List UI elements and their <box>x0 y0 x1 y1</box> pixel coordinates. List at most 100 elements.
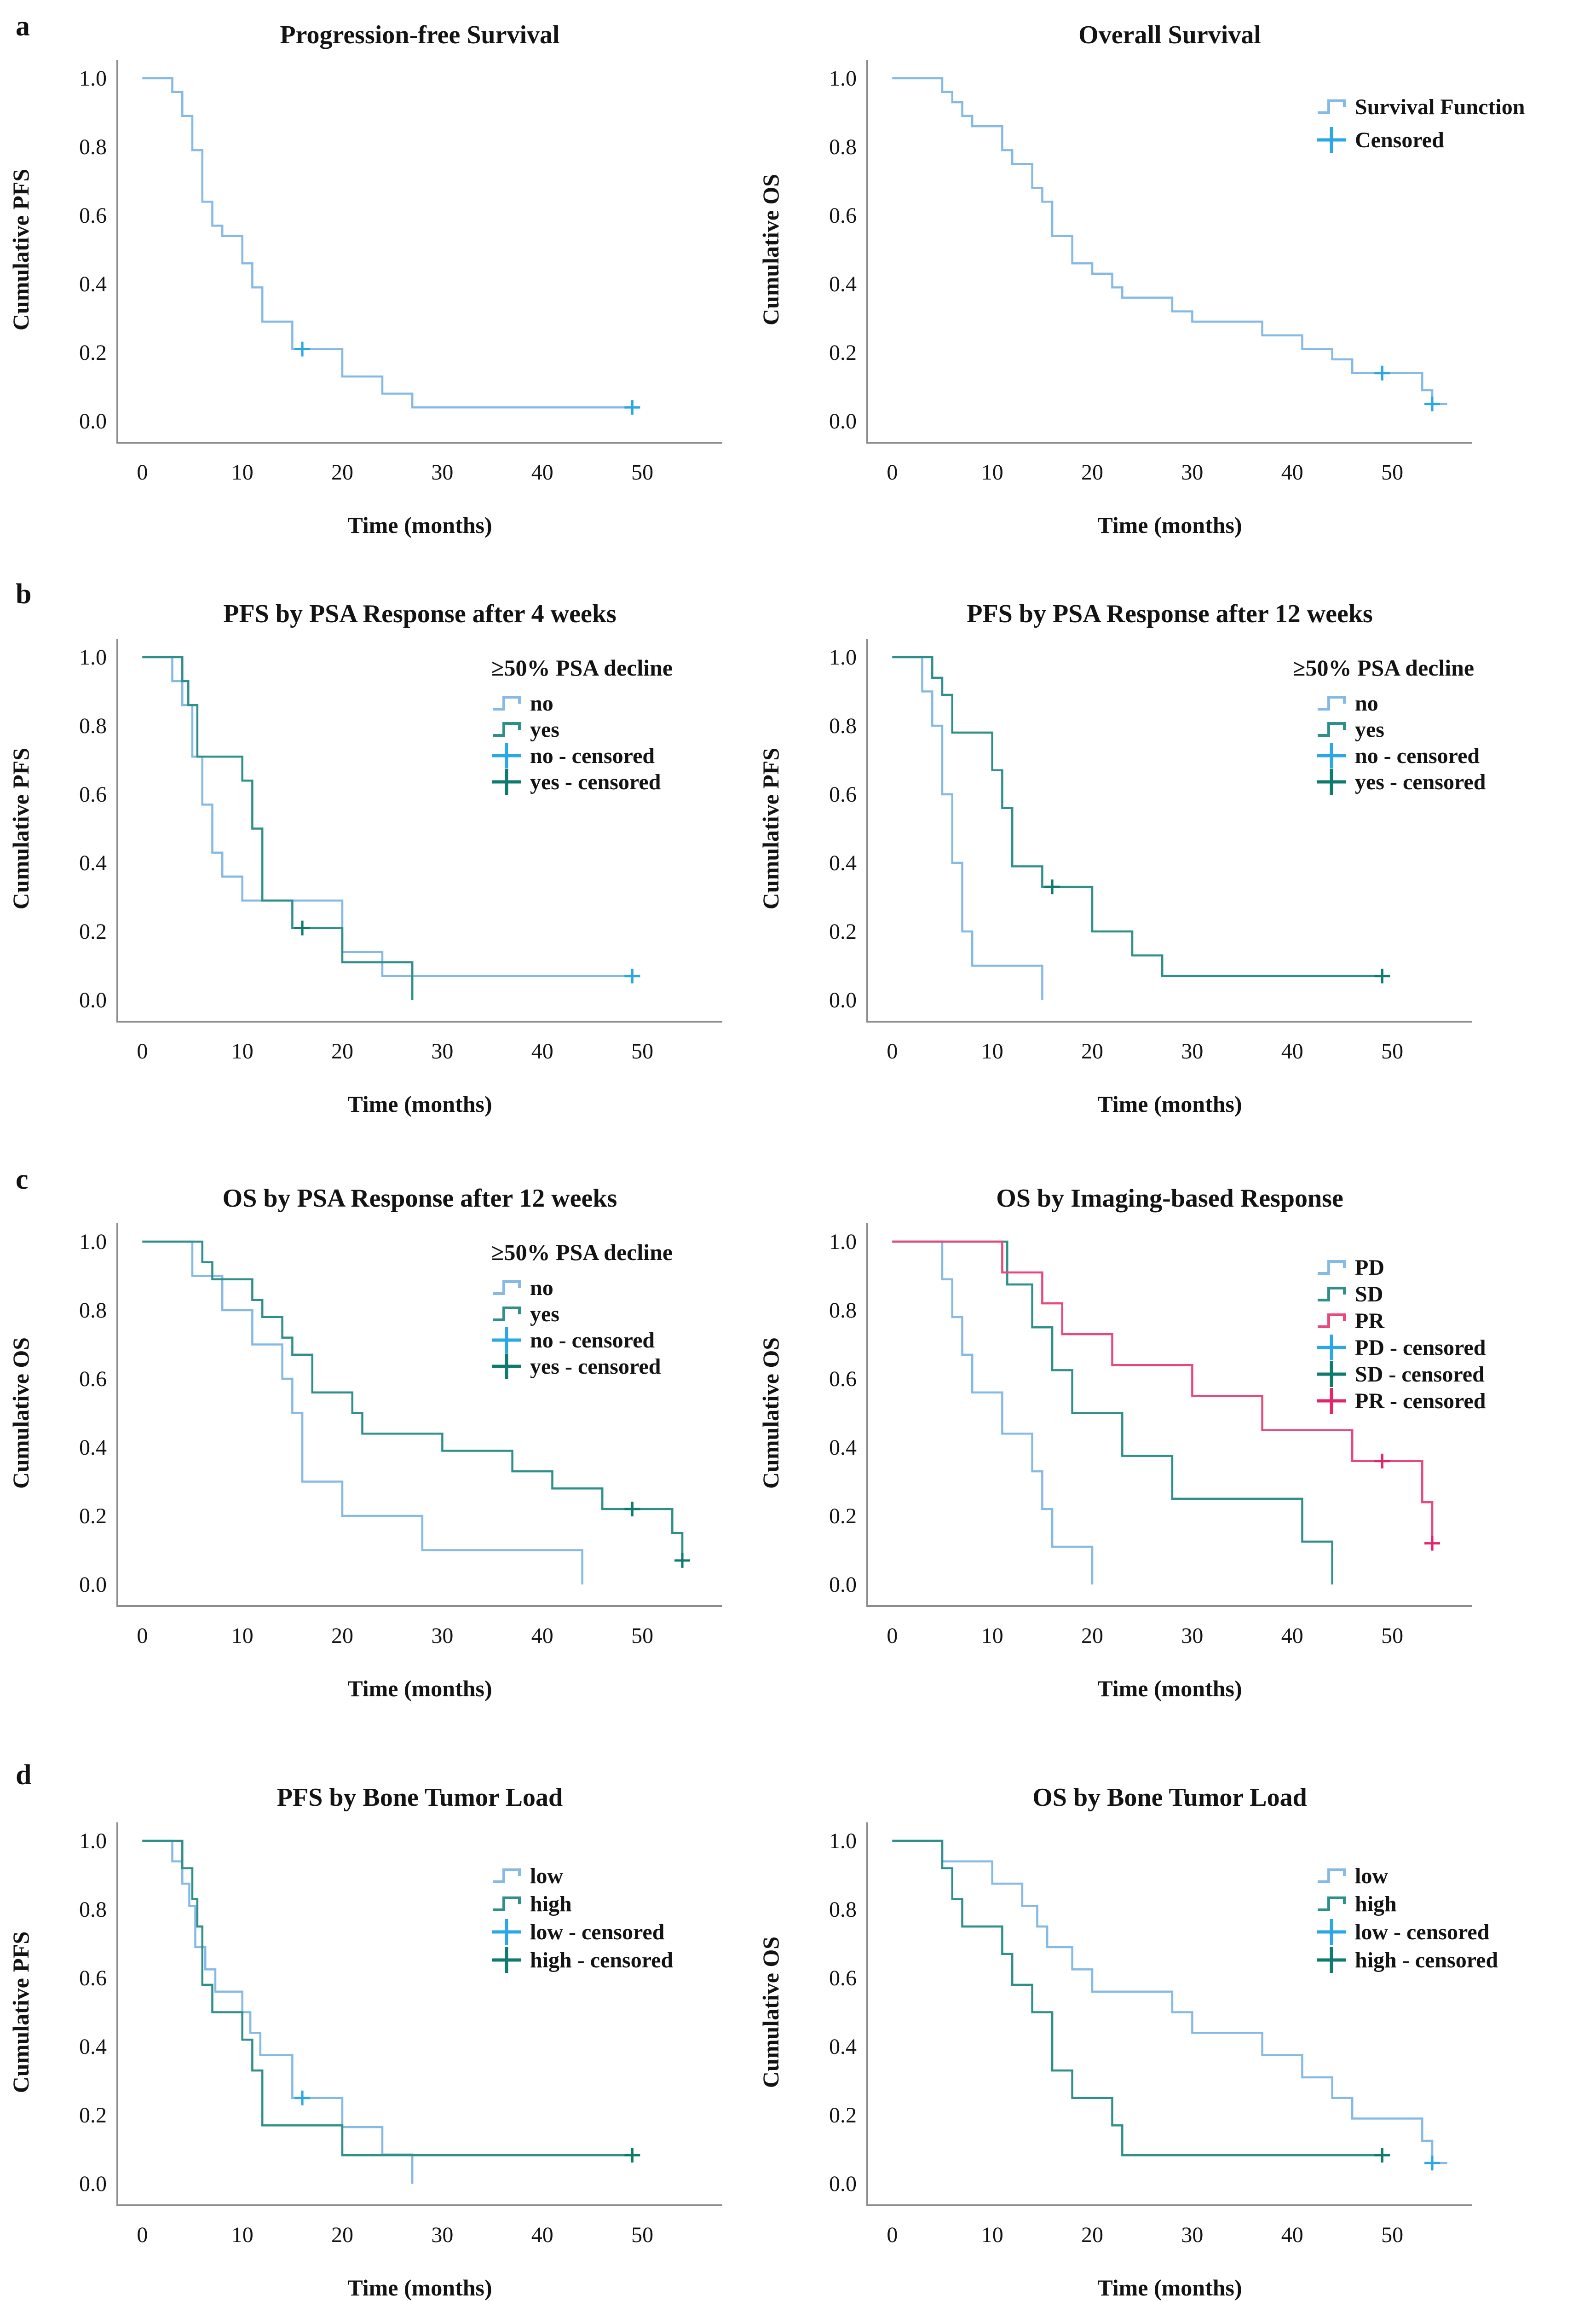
y-tick-label: 0.6 <box>829 1367 857 1391</box>
legend-plus-glyph <box>492 769 521 795</box>
y-tick-label: 0.6 <box>829 1966 857 1990</box>
pfs-psa-4wk-chart: PFS by PSA Response after 4 weeks 0.0 0.2 0… <box>8 600 722 1117</box>
x-axis-label: Time (months) <box>1097 512 1242 538</box>
legend-step-glyph <box>493 1280 521 1295</box>
legend-plus-glyph <box>1317 1361 1346 1387</box>
x-tick-label: 40 <box>531 460 553 485</box>
legend: low high low - censored high - censored <box>1317 1864 1498 1973</box>
y-tick-label: 1.0 <box>79 66 107 91</box>
legend-step-glyph <box>1318 696 1346 711</box>
x-axis-label: Time (months) <box>347 2275 492 2301</box>
legend-plus-glyph <box>1317 127 1346 153</box>
legend-plus-glyph <box>492 1327 521 1353</box>
legend-entry-label: high - censored <box>1355 1948 1498 1972</box>
x-tick-label: 50 <box>1381 460 1403 485</box>
x-tick-label: 20 <box>331 1624 353 1648</box>
x-tick-label: 10 <box>231 1624 254 1648</box>
x-tick-label: 20 <box>1081 460 1103 485</box>
os-psa-12wk-chart: OS by PSA Response after 12 weeks 0.0 0.2 0… <box>8 1184 722 1701</box>
y-axis-label: Cumulative OS <box>8 1337 34 1489</box>
x-tick-label: 30 <box>431 2223 453 2247</box>
y-tick-label: 0.4 <box>829 272 857 296</box>
x-axis-label: Time (months) <box>347 512 492 538</box>
panel-label-d: d <box>16 1759 32 1791</box>
legend-entry-label: PD <box>1355 1255 1384 1280</box>
x-tick-label: 20 <box>1081 1039 1103 1064</box>
x-tick-label: 40 <box>1281 1624 1303 1648</box>
chart-title: OS by PSA Response after 12 weeks <box>223 1184 617 1213</box>
legend-step-glyph <box>1318 1313 1346 1328</box>
censor-mark <box>1424 396 1440 411</box>
legend-entry-label: PD - censored <box>1355 1336 1486 1360</box>
x-axis-label: Time (months) <box>347 1091 492 1117</box>
legend-title: ≥50% PSA decline <box>1293 655 1474 681</box>
chart-title: OS by Bone Tumor Load <box>1032 1783 1307 1812</box>
y-tick-label: 0.8 <box>829 135 857 159</box>
censor-mark <box>1374 1453 1390 1468</box>
y-tick-label: 0.4 <box>829 1435 857 1460</box>
y-tick-label: 0.8 <box>79 1897 107 1922</box>
y-tick-label: 0.4 <box>829 2035 857 2059</box>
y-tick-label: 0.8 <box>829 1298 857 1323</box>
series-SD <box>892 1240 1333 1584</box>
y-tick-label: 0.2 <box>829 919 857 944</box>
x-tick-label: 50 <box>631 460 653 485</box>
legend-entry-label: high <box>1355 1892 1397 1916</box>
legend-entry-label: no - censored <box>530 1328 655 1353</box>
panel-os-imaging-response: OS by Imaging-based Response 0.0 0.2 0.4 0.6… <box>755 1168 1596 1739</box>
censor-mark <box>1044 879 1060 895</box>
series-Survival Function <box>892 77 1447 405</box>
legend-entry-label: no <box>530 691 553 716</box>
legend-plus-glyph <box>1317 1919 1346 1945</box>
legend-step-glyph <box>493 1307 521 1321</box>
series-PD <box>892 1240 1094 1584</box>
x-tick-label: 0 <box>887 1039 898 1064</box>
y-tick-label: 0.0 <box>79 2172 107 2196</box>
y-tick-label: 0.8 <box>79 1298 107 1323</box>
legend-entry-label: Censored <box>1355 128 1444 152</box>
y-tick-label: 0.0 <box>79 1573 107 1597</box>
y-axis-label: Cumulative OS <box>758 1937 784 2088</box>
y-tick-label: 0.2 <box>829 1504 857 1528</box>
legend-step-glyph <box>493 722 521 737</box>
legend-entry-label: high <box>530 1892 572 1916</box>
x-tick-label: 0 <box>137 1039 148 1064</box>
x-tick-label: 50 <box>631 2223 653 2247</box>
y-axis-label: Cumulative OS <box>758 174 784 325</box>
x-tick-label: 20 <box>331 460 353 485</box>
x-tick-label: 50 <box>631 1039 653 1064</box>
legend-entry-label: yes - censored <box>530 770 661 794</box>
y-tick-label: 0.0 <box>829 2172 857 2196</box>
x-tick-label: 0 <box>137 2223 148 2247</box>
series-no <box>892 656 1043 1000</box>
x-tick-label: 30 <box>1181 2223 1203 2247</box>
legend-entry-label: yes - censored <box>530 1354 661 1379</box>
x-tick-label: 20 <box>331 2223 353 2247</box>
x-tick-label: 40 <box>1281 1039 1303 1064</box>
legend-entry-label: SD - censored <box>1355 1362 1485 1387</box>
y-axis-label: Cumulative PFS <box>8 169 34 330</box>
censor-mark <box>624 968 640 983</box>
x-tick-label: 0 <box>887 2223 898 2247</box>
legend-plus-glyph <box>1317 743 1346 769</box>
legend-entry-label: yes <box>530 717 559 742</box>
y-tick-label: 0.2 <box>829 341 857 365</box>
y-tick-label: 1.0 <box>829 66 857 91</box>
legend-plus-glyph <box>1317 1388 1346 1414</box>
legend-title: ≥50% PSA decline <box>491 1239 673 1265</box>
legend-entry-label: Survival Function <box>1355 95 1525 119</box>
pfs-overall-chart: Progression-free Survival 0.0 0.2 0.4 0.6 0.8… <box>8 21 722 538</box>
legend-entry-label: SD <box>1355 1282 1383 1307</box>
x-tick-label: 50 <box>1381 1039 1403 1064</box>
series-no <box>142 1240 583 1584</box>
x-axis-label: Time (months) <box>1097 1091 1242 1117</box>
censor-mark <box>1424 1536 1440 1551</box>
chart-title: Progression-free Survival <box>280 21 559 49</box>
legend-step-glyph <box>493 1896 521 1911</box>
x-axis-label: Time (months) <box>1097 2275 1242 2301</box>
x-tick-label: 10 <box>231 1039 254 1064</box>
censor-mark <box>1374 2148 1390 2163</box>
censor-mark <box>1424 2156 1440 2171</box>
y-tick-label: 0.6 <box>79 203 107 228</box>
legend-plus-glyph <box>492 1919 521 1945</box>
